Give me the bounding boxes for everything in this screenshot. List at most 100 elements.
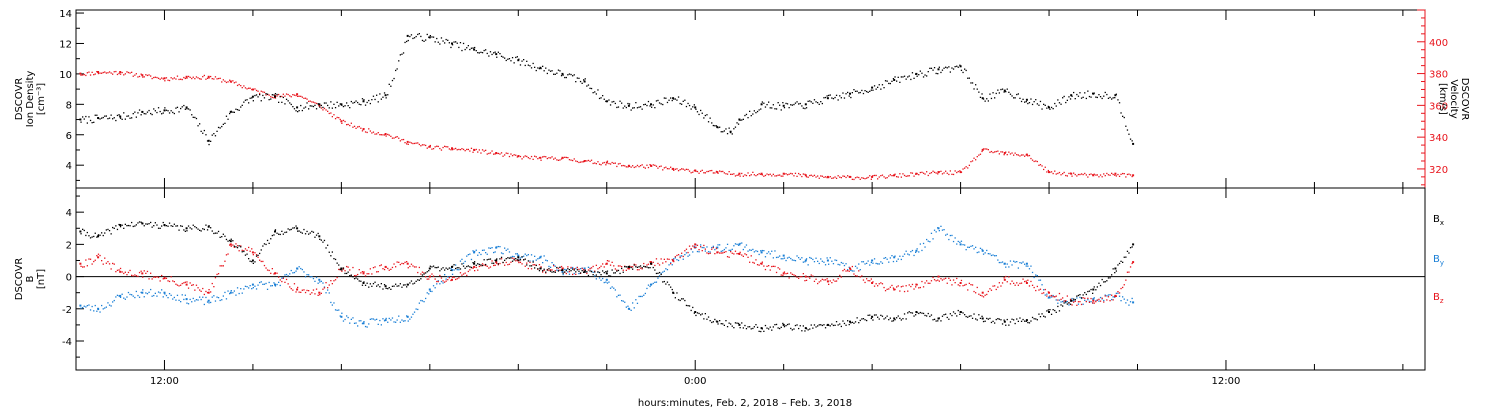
bx-series-point bbox=[1114, 267, 1117, 270]
density-series-point bbox=[185, 106, 188, 109]
bz-series-point bbox=[119, 270, 122, 273]
bz-series-point bbox=[451, 278, 453, 281]
bx-series-point bbox=[296, 227, 299, 230]
bx-series-point bbox=[849, 320, 851, 323]
bx-series-point bbox=[1070, 299, 1073, 302]
density-series-point bbox=[406, 34, 409, 37]
bx-series-point bbox=[782, 323, 785, 326]
density-series-point bbox=[937, 68, 940, 71]
density-series-point bbox=[340, 103, 343, 106]
left-tick-label: 6 bbox=[66, 131, 72, 142]
bx-series-point bbox=[1092, 288, 1095, 291]
bx-series-point bbox=[738, 323, 741, 326]
bx-series-point bbox=[804, 327, 807, 330]
velocity-series-point bbox=[1003, 152, 1006, 154]
density-series-point bbox=[428, 36, 431, 39]
by-series bbox=[79, 225, 1135, 328]
bz-series-point bbox=[694, 243, 697, 246]
velocity-series-point bbox=[207, 75, 210, 78]
bx-series bbox=[79, 221, 1135, 333]
bx-series-point bbox=[318, 235, 321, 238]
bz-series-point bbox=[937, 275, 940, 278]
velocity-series-point bbox=[937, 171, 940, 174]
bx-series-point bbox=[937, 317, 940, 320]
density-series bbox=[79, 33, 1135, 146]
bx-series-point bbox=[119, 224, 122, 226]
density-series-point bbox=[716, 126, 719, 129]
bz-series-point bbox=[1025, 282, 1028, 284]
by-series-point bbox=[782, 254, 785, 257]
bx-series-point bbox=[97, 235, 100, 238]
bx-series-point bbox=[229, 240, 232, 243]
bz-series-point bbox=[760, 262, 763, 265]
by-series-point bbox=[915, 249, 918, 252]
velocity-series-point bbox=[826, 175, 829, 178]
right-tick-label: 380 bbox=[1429, 70, 1448, 81]
bz-series-point bbox=[716, 251, 719, 254]
bz-series-point bbox=[893, 288, 896, 291]
density-series-point bbox=[782, 104, 785, 107]
density-series-point bbox=[296, 106, 299, 109]
density-series-point bbox=[694, 106, 697, 109]
bz-series-point bbox=[981, 291, 984, 294]
by-series-point bbox=[716, 246, 719, 249]
density-series-point bbox=[959, 65, 962, 68]
velocity-series-point bbox=[782, 172, 785, 175]
by-series-point bbox=[539, 256, 542, 259]
bz-series-point bbox=[826, 280, 829, 283]
right-tick-label: 320 bbox=[1429, 165, 1448, 176]
velocity-series-point bbox=[79, 72, 82, 75]
velocity-series-point bbox=[163, 77, 166, 80]
by-series-point bbox=[185, 298, 188, 301]
density-series-point bbox=[583, 80, 586, 83]
bz-series-point bbox=[473, 265, 476, 268]
left-tick-label: 14 bbox=[59, 9, 72, 20]
density-series-point bbox=[1132, 142, 1135, 145]
by-series-point bbox=[451, 269, 453, 272]
bx-series-point bbox=[561, 269, 564, 272]
magnetic-field-panel: -4 -2 0 2 4 DSCOVRB[nT] Bx By Bz bbox=[14, 187, 1444, 371]
by-series-point bbox=[583, 267, 586, 270]
density-series-point bbox=[1048, 106, 1050, 109]
velocity-series-point bbox=[1114, 172, 1117, 175]
by-series-point bbox=[1092, 298, 1095, 301]
bz-series-point bbox=[79, 262, 82, 265]
density-series-point bbox=[849, 92, 851, 95]
velocity-series-point bbox=[384, 133, 387, 135]
velocity-series-point bbox=[716, 171, 719, 174]
legend-bx: Bx bbox=[1433, 214, 1444, 227]
bx-series-point bbox=[583, 270, 586, 273]
legend-bz: Bz bbox=[1433, 292, 1444, 305]
velocity-series-point bbox=[760, 172, 763, 175]
by-series-point bbox=[826, 259, 829, 262]
density-series-point bbox=[451, 42, 453, 45]
bx-series-point bbox=[362, 282, 365, 284]
density-series-point bbox=[804, 103, 807, 106]
by-series-point bbox=[605, 278, 608, 281]
by-series-point bbox=[406, 315, 409, 318]
velocity-series-point bbox=[981, 148, 984, 151]
density-series-point bbox=[915, 72, 918, 75]
density-series-point bbox=[1003, 89, 1006, 92]
bz-series-point bbox=[1132, 261, 1135, 264]
density-velocity-panel: 4 6 8 10 12 14 320 340 360 380 400 DSCOVRIon Densit… bbox=[14, 9, 1470, 189]
bx-series-point bbox=[185, 227, 188, 230]
density-series-point bbox=[251, 95, 254, 98]
bottom-frame bbox=[75, 187, 1426, 371]
density-series-point bbox=[871, 86, 874, 89]
bx-series-point bbox=[1048, 311, 1050, 313]
by-series-point bbox=[79, 304, 82, 307]
bz-series-point bbox=[406, 262, 409, 265]
bx-series-point bbox=[517, 256, 520, 259]
bz-series-point bbox=[229, 243, 232, 246]
x-tick-label: 0:00 bbox=[684, 376, 706, 387]
by-series-point bbox=[362, 322, 365, 325]
bx-series-point bbox=[871, 315, 874, 318]
bz-series-point bbox=[738, 253, 741, 255]
by-series-point bbox=[738, 243, 741, 246]
bx-series-point bbox=[826, 323, 829, 326]
by-series-point bbox=[1025, 262, 1028, 265]
velocity-series-point bbox=[428, 145, 431, 148]
velocity-series-point bbox=[296, 93, 299, 96]
